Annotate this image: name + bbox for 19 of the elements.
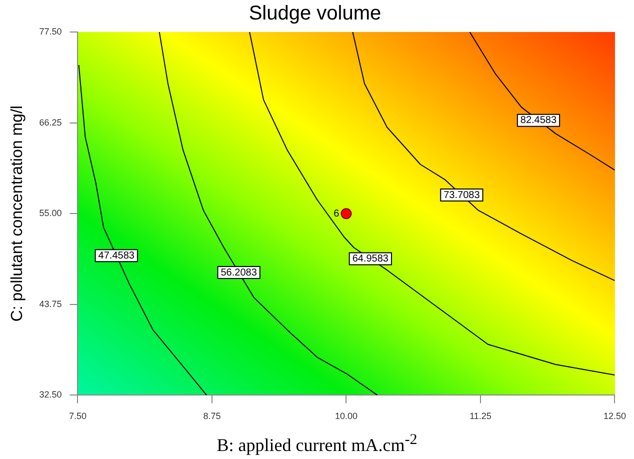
x-tick-label: 11.25 [470, 411, 492, 422]
series-label: 47.4583 [98, 250, 135, 262]
chart-title: Sludge volume [248, 2, 382, 25]
series-label: 82.4583 [520, 115, 557, 126]
annotation: 6 [334, 208, 340, 220]
y-tick-label: 55.00 [39, 208, 62, 218]
x-tick-label: 7.50 [68, 411, 86, 422]
y-tick-label: 77.50 [39, 26, 62, 36]
y-tick-label: 32.50 [39, 390, 62, 400]
series-label: 64.9583 [352, 254, 389, 265]
x-tick-label: 12.50 [603, 411, 626, 422]
y-tick-label: 43.75 [39, 298, 62, 309]
x-tick-label: 8.75 [203, 411, 221, 422]
series-label: 56.2083 [220, 267, 258, 278]
x-axis-title: B: applied current mA.cm$^{-2}$ [216, 432, 418, 456]
series-label: 73.7083 [444, 190, 480, 201]
x-tick-label: 10.00 [334, 411, 358, 422]
y-tick-label: 66.25 [39, 117, 62, 128]
y-axis-title: C: pollutant concentration mg/l [9, 106, 26, 322]
